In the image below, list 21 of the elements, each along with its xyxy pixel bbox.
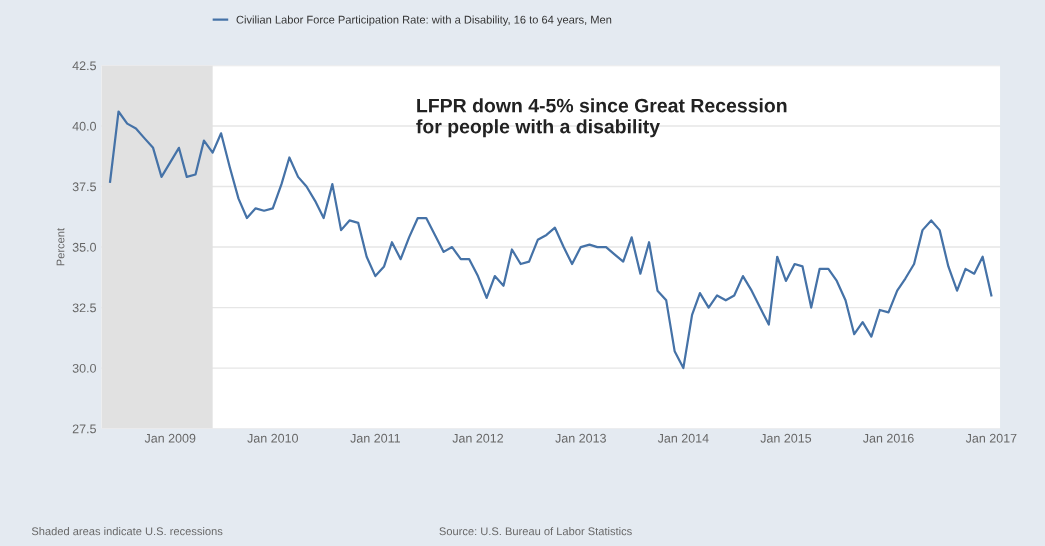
annotation: LFPR down 4-5% since Great Recession for people with a disability <box>416 98 787 138</box>
y-tick-label: 27.5 <box>72 424 96 434</box>
x-tick-label: Jan 2011 <box>350 433 401 443</box>
x-tick-label: Jan 2010 <box>247 433 299 443</box>
legend-label: Civilian Labor Force Participation Rate: with a Disability, 16 to 64 years, Men <box>236 15 612 26</box>
y-tick-label: 35.0 <box>72 242 97 252</box>
x-tick-label: Jan 2014 <box>657 433 709 443</box>
y-tick-label: 30.0 <box>72 363 97 373</box>
text: Shaded areas indicate U.S. recessions <box>31 527 223 536</box>
y-tick-label: 37.5 <box>72 182 96 192</box>
source-note: Source: U.S. Bureau of Labor Statistics <box>439 527 632 536</box>
x-tick-label: Jan 2015 <box>760 433 812 443</box>
y-tick-label: 40.0 <box>72 121 97 131</box>
x-tick-label: Jan 2016 <box>862 433 914 443</box>
x-tick-label: Jan 2013 <box>555 433 606 443</box>
x-tick-label: Jan 2017 <box>965 433 1017 443</box>
y-axis-title: Percent <box>56 228 65 266</box>
y-tick-label: 42.5 <box>72 61 96 71</box>
x-tick-label: Jan 2009 <box>144 433 196 443</box>
y-tick-label: 32.5 <box>72 303 96 313</box>
x-tick-label: Jan 2012 <box>452 433 504 443</box>
